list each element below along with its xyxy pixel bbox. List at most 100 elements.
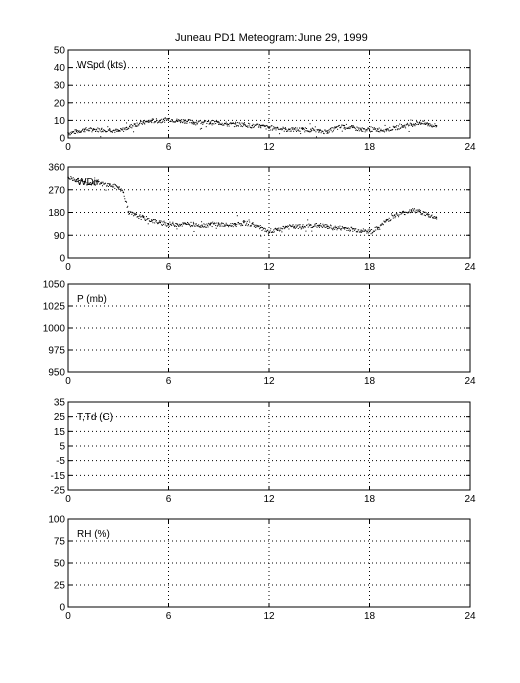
data-point — [183, 120, 185, 122]
data-point — [270, 231, 272, 233]
data-point — [427, 124, 429, 126]
data-point — [184, 122, 186, 124]
data-point — [141, 216, 143, 218]
y-tick-label: 1025 — [43, 302, 66, 313]
data-point — [89, 183, 91, 185]
data-point — [399, 212, 401, 214]
data-point — [222, 124, 224, 126]
data-point — [85, 128, 87, 130]
data-point — [427, 214, 429, 216]
data-point — [173, 224, 175, 226]
data-point — [306, 128, 308, 130]
data-point — [321, 130, 323, 132]
data-point — [412, 208, 414, 210]
data-point — [171, 224, 173, 226]
data-point — [165, 225, 167, 227]
y-tick-label: 180 — [48, 208, 65, 219]
data-point — [227, 225, 229, 227]
data-point — [221, 222, 223, 224]
data-point — [281, 129, 283, 131]
data-point — [345, 227, 347, 229]
data-point — [265, 128, 267, 130]
data-point — [275, 129, 277, 131]
data-point — [329, 227, 331, 229]
data-point — [110, 131, 112, 133]
data-point — [324, 224, 326, 226]
data-point — [310, 128, 312, 130]
data-point — [236, 122, 238, 124]
data-point — [216, 222, 218, 224]
data-point — [155, 118, 157, 120]
y-tick-label: -15 — [51, 471, 66, 482]
data-point — [303, 129, 305, 131]
data-point — [91, 131, 93, 133]
data-point — [282, 126, 284, 128]
data-point — [420, 213, 422, 215]
data-point — [260, 226, 262, 228]
data-point — [240, 125, 242, 127]
data-point — [138, 215, 140, 217]
data-point — [279, 128, 281, 130]
data-point — [161, 118, 163, 120]
chart-panel-2: 0 90 180 270 360 0 6 12 18 24 WDir — [48, 163, 476, 274]
data-point — [306, 224, 308, 226]
data-point — [399, 123, 401, 125]
data-point — [97, 180, 99, 182]
data-point — [345, 127, 347, 129]
data-point — [341, 225, 343, 227]
data-point — [396, 212, 398, 214]
data-point — [385, 221, 387, 223]
data-point — [179, 225, 181, 227]
data-point — [76, 130, 78, 132]
data-point — [257, 126, 259, 128]
data-point — [299, 130, 301, 132]
data-point — [360, 229, 362, 231]
data-point — [230, 223, 232, 225]
data-point — [133, 123, 135, 125]
data-point — [396, 214, 398, 216]
data-point — [422, 120, 424, 122]
data-point — [196, 123, 198, 125]
data-point — [383, 220, 385, 222]
data-point — [359, 231, 361, 233]
data-point — [212, 221, 214, 223]
chart-date: June 29, 1999 — [298, 32, 368, 44]
data-point — [297, 129, 299, 131]
data-point — [296, 225, 298, 227]
data-point — [174, 225, 176, 227]
data-point — [243, 124, 245, 126]
data-point — [306, 130, 308, 132]
data-point — [397, 214, 399, 216]
data-point — [410, 119, 412, 121]
data-point — [422, 213, 424, 215]
data-point — [400, 124, 402, 126]
data-point — [334, 225, 336, 227]
data-point — [382, 130, 384, 132]
data-point — [435, 124, 438, 127]
data-point — [233, 223, 235, 225]
data-point — [296, 127, 298, 129]
data-point — [317, 225, 319, 227]
data-point — [170, 223, 172, 225]
data-point — [117, 130, 119, 132]
y-tick-label: 25 — [54, 581, 66, 592]
data-point — [311, 226, 313, 228]
data-point — [276, 126, 279, 129]
data-point — [139, 122, 141, 124]
data-point — [265, 230, 267, 232]
data-point — [76, 181, 78, 183]
data-point — [341, 130, 343, 132]
data-point — [168, 117, 170, 119]
data-point — [151, 119, 153, 122]
data-point — [271, 125, 273, 127]
data-point — [382, 130, 384, 132]
data-point — [348, 228, 350, 230]
data-point — [70, 131, 72, 133]
data-point — [247, 126, 249, 128]
data-point — [293, 128, 295, 130]
data-point — [114, 184, 116, 186]
x-tick-label: 12 — [263, 611, 275, 622]
data-point — [294, 128, 296, 130]
data-point — [293, 227, 295, 229]
data-point — [155, 220, 157, 222]
